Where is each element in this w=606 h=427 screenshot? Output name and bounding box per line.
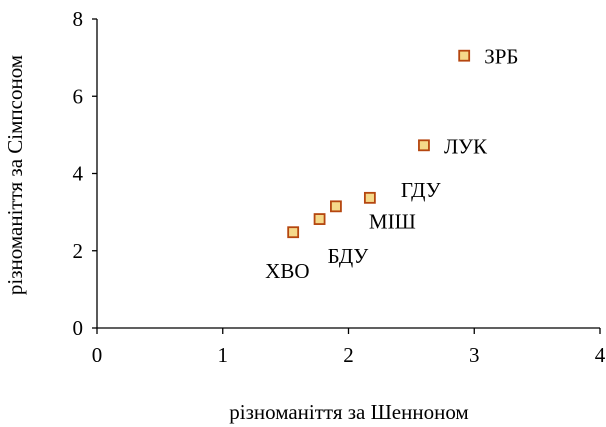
point-label: ГДУ [401,178,441,202]
x-tick-label: 1 [218,343,229,367]
y-tick-label: 0 [73,316,84,340]
y-axis-title: різноманіття за Сімпсоном [3,55,27,295]
x-tick-label: 2 [343,343,354,367]
point-label: МІШ [369,209,416,233]
point-label: ЗРБ [484,45,518,69]
data-point-marker [287,226,300,239]
x-ticks: 0 1 2 3 4 [92,328,606,367]
axes [96,19,600,329]
data-point-marker [363,191,376,204]
y-ticks: 0 2 4 6 8 [73,7,97,340]
data-point-marker [418,139,430,152]
y-tick-label: 2 [73,239,84,263]
y-tick-label: 8 [73,7,84,31]
y-tick-label: 4 [73,162,84,186]
data-points [287,49,471,239]
x-tick-label: 0 [92,343,103,367]
x-tick-label: 3 [469,343,480,367]
point-label: ЛУК [444,134,488,158]
point-label: БДУ [328,244,369,268]
x-tick-label: 4 [595,343,606,367]
data-point-marker [458,49,471,62]
y-tick-label: 6 [73,84,84,108]
data-point-marker [313,213,326,225]
x-axis-title: різноманіття за Шенноном [229,400,468,424]
data-point-marker [330,200,342,213]
point-label: ХВО [265,259,309,283]
